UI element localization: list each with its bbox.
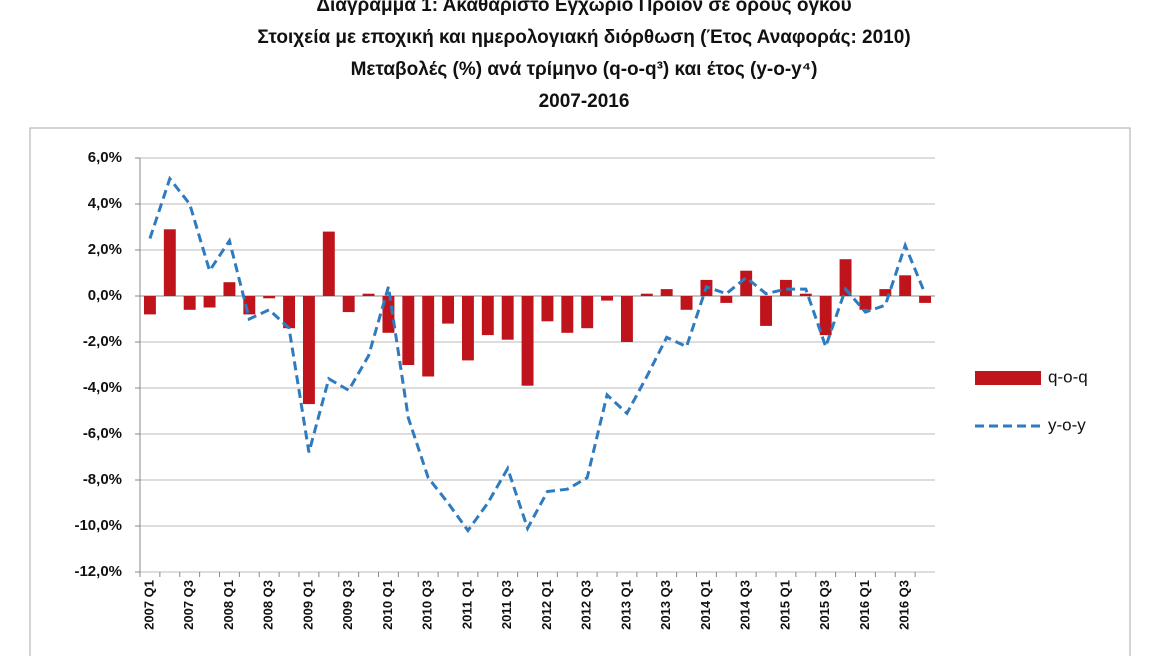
x-tick-label: 2012 Q3	[579, 580, 594, 630]
bar	[283, 296, 296, 329]
bar	[601, 296, 614, 301]
x-tick-label: 2013 Q1	[618, 580, 633, 630]
bar	[322, 231, 335, 296]
bar	[203, 296, 216, 308]
x-tick-label: 2016 Q1	[857, 580, 872, 630]
bar	[620, 296, 633, 342]
y-tick-label: -6,0%	[83, 425, 122, 442]
bar	[760, 296, 773, 326]
chart-title: 2007-2016	[539, 91, 630, 112]
bar	[521, 296, 534, 386]
x-tick-label: 2009 Q3	[340, 580, 355, 630]
chart-title: Διάγραμμα 1: Ακαθάριστο Εγχώριο Προϊόν σ…	[316, 0, 851, 16]
y-tick-label: 0,0%	[88, 287, 122, 304]
legend-swatch	[975, 371, 1041, 385]
bar	[163, 229, 176, 296]
bar	[680, 296, 693, 310]
x-tick-label: 2007 Q3	[181, 580, 196, 630]
y-tick-label: -10,0%	[74, 517, 122, 534]
y-tick-label: -12,0%	[74, 563, 122, 580]
bar	[779, 279, 792, 296]
bar	[799, 293, 812, 296]
bar	[302, 296, 315, 405]
x-tick-label: 2014 Q1	[698, 580, 713, 630]
x-tick-label: 2009 Q1	[300, 580, 315, 630]
y-tick-label: 4,0%	[88, 195, 122, 212]
x-tick-label: 2008 Q3	[261, 580, 276, 630]
bar	[342, 296, 355, 313]
bar	[501, 296, 514, 340]
x-tick-label: 2010 Q3	[420, 580, 435, 630]
bar	[640, 293, 653, 296]
bar	[819, 296, 832, 336]
x-tick-label: 2011 Q3	[499, 580, 514, 629]
y-tick-label: 6,0%	[88, 149, 122, 166]
bar	[362, 293, 375, 296]
bar	[859, 296, 872, 310]
bar	[223, 282, 236, 296]
x-tick-label: 2016 Q3	[897, 580, 912, 630]
bar	[541, 296, 554, 322]
bar	[442, 296, 455, 324]
x-tick-label: 2008 Q1	[221, 580, 236, 630]
bar	[382, 296, 395, 333]
legend-label: y-o-y	[1048, 415, 1086, 434]
x-tick-label: 2015 Q3	[817, 580, 832, 630]
bar	[581, 296, 594, 329]
x-tick-label: 2007 Q1	[141, 580, 156, 630]
bar	[481, 296, 494, 336]
bar	[263, 296, 276, 299]
x-tick-label: 2011 Q1	[459, 580, 474, 629]
y-tick-label: -8,0%	[83, 471, 122, 488]
bar	[919, 296, 932, 303]
bar	[879, 289, 892, 296]
bar	[402, 296, 415, 365]
x-tick-label: 2010 Q1	[380, 580, 395, 630]
chart-title: Στοιχεία με εποχική και ημερολογιακή διό…	[257, 27, 910, 48]
bar	[740, 270, 753, 296]
y-tick-label: -2,0%	[83, 333, 122, 350]
chart-frame	[29, 127, 1131, 661]
line	[148, 175, 927, 534]
bar	[899, 275, 912, 296]
x-tick-label: 2015 Q1	[777, 580, 792, 630]
x-tick-label: 2012 Q1	[539, 580, 554, 630]
x-tick-label: 2013 Q3	[658, 580, 673, 630]
bar	[243, 296, 256, 315]
bar	[660, 289, 673, 296]
bar	[183, 296, 196, 310]
y-tick-label: -4,0%	[83, 379, 122, 396]
bar	[561, 296, 574, 333]
x-tick-label: 2014 Q3	[738, 580, 753, 630]
bar	[720, 296, 733, 303]
bar	[143, 296, 156, 315]
bar	[422, 296, 435, 377]
y-tick-label: 2,0%	[88, 241, 122, 258]
bar	[461, 296, 474, 361]
chart-title: Μεταβολές (%) ανά τρίμηνο (q-o-q³) και έ…	[351, 59, 818, 80]
bar	[839, 259, 852, 296]
legend-label: q-o-q	[1048, 367, 1088, 386]
